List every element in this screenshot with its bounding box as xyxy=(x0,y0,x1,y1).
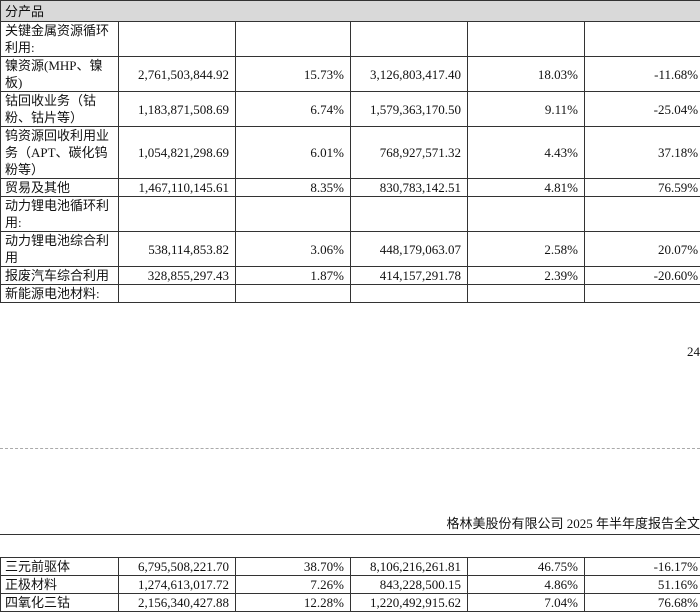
row-label: 动力锂电池综合利用 xyxy=(1,232,119,267)
cell: 1,467,110,145.61 xyxy=(119,179,236,197)
cell: 328,855,297.43 xyxy=(119,267,236,285)
cell: 3.06% xyxy=(236,232,351,267)
cell: 9.11% xyxy=(468,92,585,127)
cell: 1,274,613,017.72 xyxy=(119,576,236,594)
table-row: 新能源电池材料: xyxy=(1,285,700,303)
cell: -16.17% xyxy=(585,558,700,576)
cell: -20.60% xyxy=(585,267,700,285)
cell: 6.01% xyxy=(236,127,351,179)
cell: 843,228,500.15 xyxy=(351,576,468,594)
cell: 51.16% xyxy=(585,576,700,594)
cell: -11.68% xyxy=(585,57,700,92)
cell: 6,795,508,221.70 xyxy=(119,558,236,576)
cell: 2,761,503,844.92 xyxy=(119,57,236,92)
cell xyxy=(468,285,585,303)
cell: 4.43% xyxy=(468,127,585,179)
cell: 76.68% xyxy=(585,594,700,612)
cell: 448,179,063.07 xyxy=(351,232,468,267)
cell: 1,054,821,298.69 xyxy=(119,127,236,179)
row-label: 正极材料 xyxy=(1,576,119,594)
cell: 18.03% xyxy=(468,57,585,92)
cell: 2.39% xyxy=(468,267,585,285)
header-rule xyxy=(0,534,700,535)
header-cell: 分产品 xyxy=(1,1,700,22)
running-header: 格林美股份有限公司 2025 年半年度报告全文 xyxy=(446,513,700,532)
cell xyxy=(119,22,236,57)
cell xyxy=(351,22,468,57)
cell xyxy=(351,197,468,232)
cell: 3,126,803,417.40 xyxy=(351,57,468,92)
row-label: 动力锂电池循环利用: xyxy=(1,197,119,232)
cell xyxy=(119,285,236,303)
cell: 2.58% xyxy=(468,232,585,267)
row-label: 钴回收业务（钴粉、钴片等） xyxy=(1,92,119,127)
cell: 46.75% xyxy=(468,558,585,576)
cell: 15.73% xyxy=(236,57,351,92)
row-label: 报废汽车综合利用 xyxy=(1,267,119,285)
cell: 8,106,216,261.81 xyxy=(351,558,468,576)
row-label: 贸易及其他 xyxy=(1,179,119,197)
cell: -25.04% xyxy=(585,92,700,127)
header-row: 分产品 xyxy=(1,1,700,22)
cell: 1,220,492,915.62 xyxy=(351,594,468,612)
row-label: 钨资源回收利用业务（APT、碳化钨粉等） xyxy=(1,127,119,179)
cell: 538,114,853.82 xyxy=(119,232,236,267)
cell xyxy=(585,197,700,232)
cell: 38.70% xyxy=(236,558,351,576)
table-row: 动力锂电池循环利用: xyxy=(1,197,700,232)
page-break xyxy=(0,448,700,449)
cell xyxy=(236,285,351,303)
cell xyxy=(585,285,700,303)
cell xyxy=(585,22,700,57)
product-table: 分产品关键金属资源循环利用:镍资源(MHP、镍板)2,761,503,844.9… xyxy=(0,0,700,303)
cell: 20.07% xyxy=(585,232,700,267)
cell xyxy=(468,22,585,57)
row-label: 镍资源(MHP、镍板) xyxy=(1,57,119,92)
row-label: 三元前驱体 xyxy=(1,558,119,576)
row-label: 四氧化三钴 xyxy=(1,594,119,612)
page-number: 24 xyxy=(687,344,700,360)
cell: 768,927,571.32 xyxy=(351,127,468,179)
cell xyxy=(468,197,585,232)
cell: 1.87% xyxy=(236,267,351,285)
cell: 414,157,291.78 xyxy=(351,267,468,285)
cell xyxy=(119,197,236,232)
cell: 2,156,340,427.88 xyxy=(119,594,236,612)
cell: 37.18% xyxy=(585,127,700,179)
cell: 12.28% xyxy=(236,594,351,612)
row-label: 关键金属资源循环利用: xyxy=(1,22,119,57)
cell: 1,579,363,170.50 xyxy=(351,92,468,127)
cell xyxy=(236,197,351,232)
cell: 7.26% xyxy=(236,576,351,594)
cell: 4.86% xyxy=(468,576,585,594)
cell: 7.04% xyxy=(468,594,585,612)
row-label: 新能源电池材料: xyxy=(1,285,119,303)
cell: 1,183,871,508.69 xyxy=(119,92,236,127)
cell xyxy=(351,285,468,303)
cell xyxy=(236,22,351,57)
cell: 8.35% xyxy=(236,179,351,197)
table-row: 关键金属资源循环利用: xyxy=(1,22,700,57)
cell: 76.59% xyxy=(585,179,700,197)
cell: 6.74% xyxy=(236,92,351,127)
cell: 4.81% xyxy=(468,179,585,197)
cell: 830,783,142.51 xyxy=(351,179,468,197)
